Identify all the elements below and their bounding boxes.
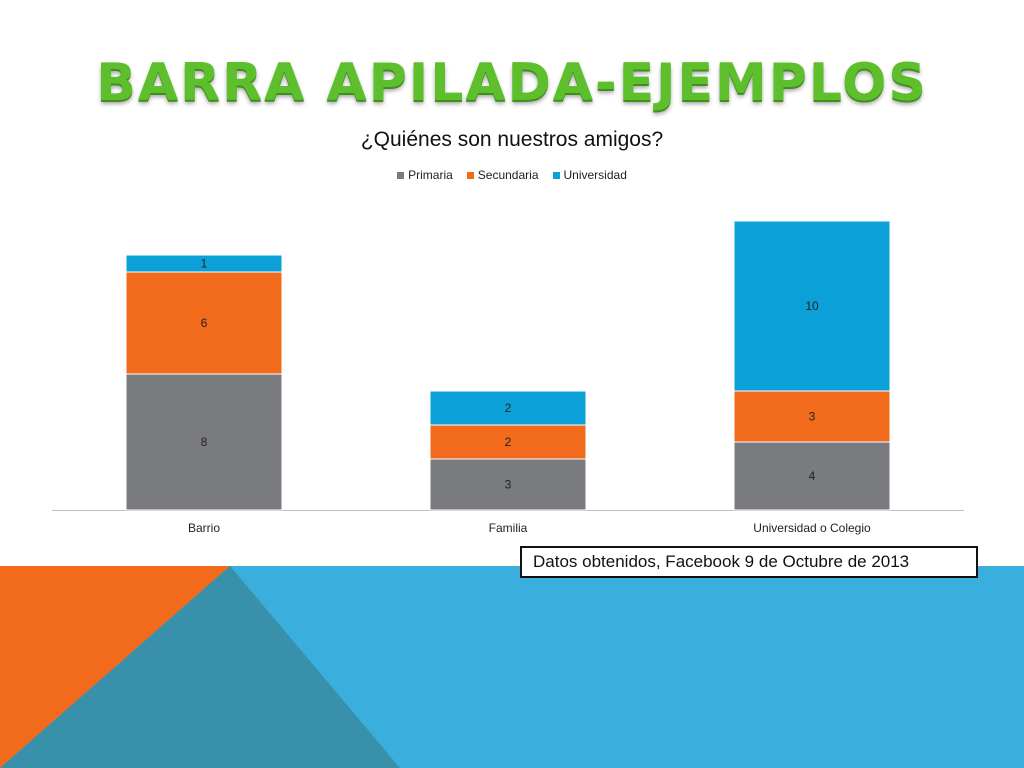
bar-segment-secundaria-1 <box>125 271 283 375</box>
data-label-universidad-3: 10 <box>805 299 819 313</box>
x-tick-label-2: Familia <box>489 521 528 535</box>
source-note-text: Datos obtenidos, Facebook 9 de Octubre d… <box>533 552 910 571</box>
data-label-primaria-1: 8 <box>201 435 208 449</box>
x-tick-label-1: Barrio <box>188 521 220 535</box>
bar-segment-universidad-1 <box>125 254 283 273</box>
bar-segment-universidad-3 <box>733 220 891 392</box>
data-label-secundaria-2: 2 <box>505 435 512 449</box>
bar-segment-secundaria-3 <box>733 390 891 443</box>
legend-item-primaria: Primaria <box>397 168 453 182</box>
source-note-box: Datos obtenidos, Facebook 9 de Octubre d… <box>520 546 978 578</box>
data-label-secundaria-1: 6 <box>201 316 208 330</box>
legend-swatch-secundaria <box>466 171 474 179</box>
legend-label-primaria: Primaria <box>408 168 453 182</box>
bar-segment-primaria-1 <box>125 373 283 511</box>
slide-title: BARRA APILADA-EJEMPLOS <box>96 53 928 113</box>
chart-legend: Primaria Secundaria Universidad <box>0 168 1024 182</box>
legend-label-universidad: Universidad <box>563 168 627 182</box>
background-teal-triangle <box>0 566 400 768</box>
bar-segment-secundaria-2 <box>429 424 587 460</box>
bar-segment-primaria-2 <box>429 458 587 511</box>
legend-item-secundaria: Secundaria <box>466 168 539 182</box>
data-label-universidad-2: 2 <box>505 401 512 415</box>
legend-swatch-primaria <box>397 171 405 179</box>
data-label-primaria-3: 4 <box>809 469 816 483</box>
x-tick-label-3: Universidad o Colegio <box>753 521 871 535</box>
chart-title: ¿Quiénes son nuestros amigos? <box>360 128 664 151</box>
legend-item-universidad: Universidad <box>552 168 627 182</box>
bar-segment-primaria-3 <box>733 441 891 511</box>
data-label-primaria-2: 3 <box>505 478 512 492</box>
legend-swatch-universidad <box>552 171 560 179</box>
bar-segment-universidad-2 <box>429 390 587 426</box>
data-label-secundaria-3: 3 <box>809 410 816 424</box>
legend-label-secundaria: Secundaria <box>477 168 539 182</box>
data-label-universidad-1: 1 <box>201 257 208 271</box>
